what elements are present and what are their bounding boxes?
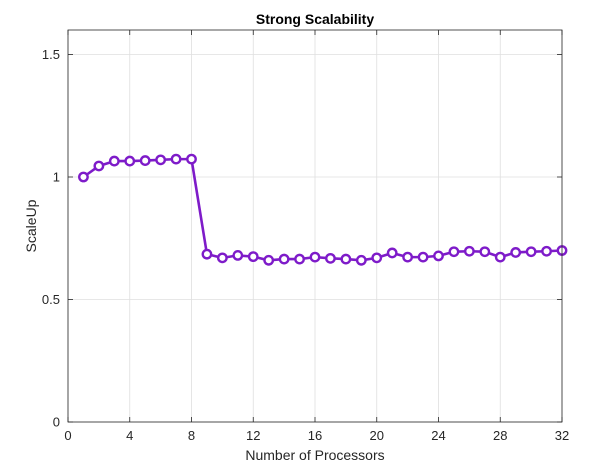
y-tick-label: 0 [53, 415, 60, 430]
data-point [325, 252, 336, 264]
data-point [124, 155, 136, 167]
data-point [93, 160, 105, 172]
chart-title: Strong Scalability [256, 11, 374, 27]
data-point [541, 245, 552, 257]
data-point [355, 254, 367, 266]
x-tick-label: 0 [64, 428, 71, 443]
data-point [186, 153, 197, 165]
data-point [278, 253, 290, 265]
series-layer [78, 153, 568, 266]
data-point [479, 246, 491, 258]
y-tick-label: 1 [53, 170, 60, 185]
data-point [155, 154, 167, 166]
data-point [510, 247, 522, 258]
data-point [263, 254, 275, 266]
x-tick-label: 8 [188, 428, 195, 443]
x-tick-label: 16 [308, 428, 322, 443]
x-tick-label: 28 [493, 428, 507, 443]
data-point [232, 249, 244, 261]
x-tick-label: 4 [126, 428, 133, 443]
y-tick-label: 0.5 [42, 292, 60, 307]
data-point [371, 252, 383, 264]
x-tick-label: 24 [431, 428, 445, 443]
data-point [386, 247, 398, 259]
data-point [201, 248, 213, 260]
data-point [294, 253, 305, 265]
data-point [402, 251, 414, 263]
data-point [417, 251, 429, 263]
x-tick-label: 12 [246, 428, 260, 443]
data-point [433, 250, 444, 262]
x-axis-title: Number of Processors [245, 447, 384, 463]
data-point [247, 251, 259, 263]
data-point [108, 155, 120, 167]
data-point [340, 253, 352, 265]
data-point [494, 251, 506, 263]
x-tick-label: 32 [555, 428, 569, 443]
y-axis-title: ScaleUp [23, 199, 39, 252]
data-point [216, 252, 228, 264]
y-tick-label: 1.5 [42, 47, 60, 62]
data-point [78, 171, 89, 183]
data-point [139, 155, 151, 166]
ticks: 0 4 8 12 16 20 24 28 32 0 0.5 1 1.5 [42, 30, 569, 443]
data-point [525, 246, 537, 258]
data-point [170, 153, 182, 165]
data-point [309, 251, 321, 263]
data-point [463, 245, 475, 257]
data-point [448, 246, 460, 258]
x-tick-label: 20 [370, 428, 384, 443]
